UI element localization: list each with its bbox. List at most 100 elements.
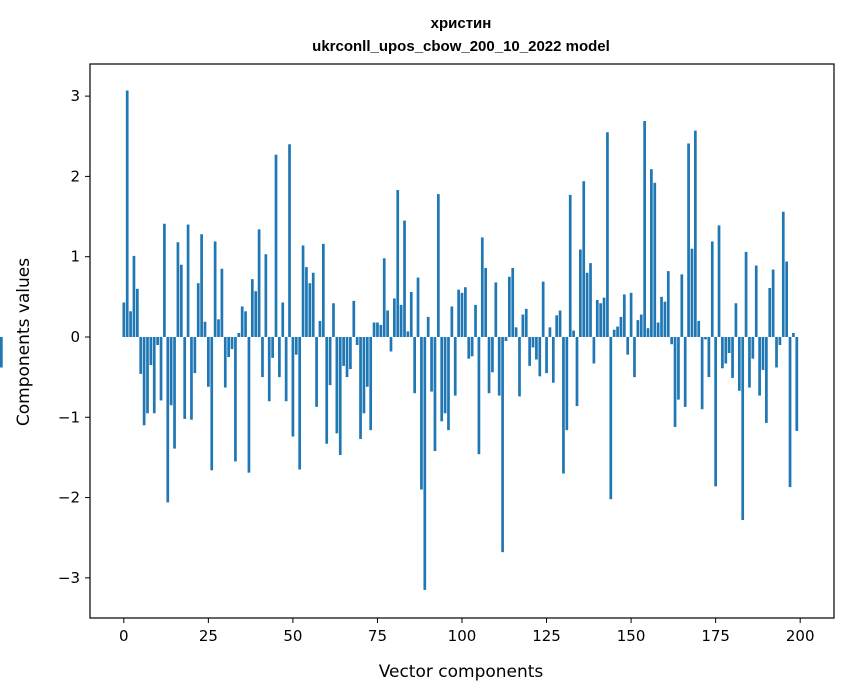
bar: [430, 336, 433, 392]
bar: [501, 336, 504, 553]
bar: [758, 336, 761, 396]
bar: [707, 336, 711, 378]
bar: [152, 336, 156, 414]
bar: [704, 336, 707, 340]
bar: [714, 336, 717, 487]
bar: [494, 282, 498, 337]
bar: [420, 336, 423, 490]
bar: [639, 314, 643, 337]
bar: [372, 322, 376, 337]
bar: [349, 336, 352, 370]
bar: [342, 336, 345, 366]
bar: [433, 336, 437, 451]
bar: [572, 330, 575, 337]
bar: [315, 336, 318, 407]
bar: [142, 336, 146, 426]
bar: [129, 311, 132, 337]
bar: [775, 336, 778, 368]
bar: [244, 311, 247, 337]
x-tick-label: 175: [701, 627, 730, 645]
bar: [186, 224, 190, 337]
bar: [687, 143, 690, 337]
bar: [271, 336, 274, 358]
bar: [761, 336, 765, 370]
x-axis-ticks: 0 25 50 75 100 125 150 175 200: [119, 618, 815, 645]
y-tick-label: 1: [70, 248, 80, 266]
bar: [261, 336, 264, 378]
bar: [210, 336, 214, 471]
bar: [680, 274, 684, 337]
bar: [633, 336, 636, 378]
bar: [200, 234, 203, 337]
bar: [748, 336, 751, 388]
bar: [677, 336, 680, 400]
bar: [257, 229, 261, 337]
bar: [146, 336, 149, 414]
bar: [230, 336, 234, 350]
bar: [765, 336, 768, 423]
bar: [524, 308, 528, 337]
bar: [460, 292, 464, 337]
bar: [382, 258, 386, 337]
bar: [376, 322, 379, 337]
y-tick-label: −1: [58, 408, 80, 426]
x-tick-label: 0: [119, 627, 129, 645]
bar: [355, 336, 359, 346]
bar: [697, 320, 701, 337]
bar: [399, 304, 403, 337]
bar: [345, 336, 349, 378]
bar: [443, 336, 447, 414]
plot-frame: [89, 63, 835, 619]
bar: [318, 320, 322, 337]
bar: [768, 288, 772, 337]
bar: [440, 336, 444, 422]
bar: [447, 336, 450, 431]
y-tick-label: 2: [70, 167, 80, 185]
bar: [781, 211, 785, 337]
bar: [139, 336, 143, 374]
bar: [541, 281, 545, 337]
bar: [0, 336, 3, 368]
bar: [464, 287, 467, 337]
bar: [612, 329, 616, 337]
bar: [393, 298, 396, 337]
x-tick-label: 25: [199, 627, 218, 645]
bar: [169, 336, 173, 406]
bar: [734, 303, 738, 337]
bar: [423, 336, 427, 590]
bar: [470, 336, 474, 357]
bar: [264, 254, 268, 337]
bar: [254, 291, 258, 337]
bar: [379, 324, 383, 337]
bar: [156, 336, 159, 346]
bar: [305, 267, 308, 337]
bar: [643, 121, 646, 337]
bar: [656, 322, 660, 337]
bar: [480, 237, 484, 337]
bar: [666, 271, 670, 337]
bar: [579, 249, 582, 337]
bar: [250, 279, 254, 337]
x-tick-label: 200: [786, 627, 815, 645]
bar: [149, 336, 153, 366]
y-tick-label: 3: [70, 87, 80, 105]
bar: [288, 144, 291, 337]
bar: [413, 336, 417, 394]
bar: [721, 336, 724, 369]
bar: [585, 272, 589, 337]
bar: [183, 336, 187, 419]
bar: [125, 90, 129, 337]
bar: [284, 336, 288, 402]
bar: [575, 336, 579, 407]
bar: [629, 292, 633, 337]
bar: [646, 328, 650, 337]
bar: [683, 336, 687, 407]
bar: [477, 336, 481, 455]
bar: [727, 336, 731, 354]
bar: [737, 336, 741, 391]
bar: [616, 326, 619, 337]
bar: [531, 336, 535, 348]
bar: [724, 336, 728, 364]
bar: [406, 331, 410, 337]
